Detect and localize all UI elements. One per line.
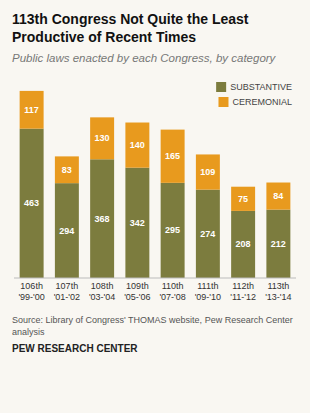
x-tick-label-line: '05-'06 [124,292,150,302]
data-label: 212 [271,239,286,249]
x-tick-label: 111th'09-'10 [195,281,221,302]
x-tick-label: 113th'13-'14 [265,281,291,302]
bar-segment [125,168,149,278]
bars [20,91,291,278]
bar-segment [55,156,79,183]
data-label: 295 [165,225,180,235]
x-tick-label-line: 110th [162,281,184,291]
data-label: 463 [24,198,39,208]
data-label: 294 [59,226,74,236]
source-note: Source: Library of Congress' THOMAS webs… [12,314,298,338]
x-tick-label: 109th'05-'06 [124,281,150,302]
x-tick-label-line: 106th [20,281,43,291]
subtitle: Public laws enacted by each Congress, by… [12,51,298,66]
x-tick-label-line: '09-'10 [195,292,221,302]
bar-segment [231,187,255,211]
x-tick-label-line: 108th [91,281,114,291]
data-label: 208 [236,239,251,249]
x-tick-label: 110th'07-'08 [159,281,185,302]
data-label: 84 [273,191,283,201]
x-tick-label-line: 109th [126,281,149,291]
x-tick-label-line: 113th [267,281,289,291]
bar-segment [20,129,44,278]
legend-swatch [216,82,226,92]
data-label: 368 [95,214,110,224]
bar-segment [231,211,255,278]
data-label: 274 [200,229,215,239]
x-tick-label-line: '01-'02 [54,292,80,302]
x-tick-label-line: 112th [232,281,254,291]
data-label: 109 [200,167,215,177]
x-axis-line [14,278,296,279]
bar-segment [90,117,114,159]
data-label: 140 [130,140,145,150]
bar-segment [196,190,220,278]
bar-segment [125,123,149,168]
legend-label: SUBSTANTIVE [230,82,292,92]
x-tick-label-line: '99-'00 [18,292,44,302]
bar-segment [161,130,185,183]
bar-segment [266,210,290,278]
data-label: 83 [62,165,72,175]
x-tick-label: 108th'03-'04 [89,281,115,302]
legend: SUBSTANTIVE CEREMONIAL [216,82,292,107]
bar-segment [20,91,44,129]
bar-segment [90,159,114,278]
bar-segment [196,154,220,189]
bar-segment [266,183,290,210]
data-label: 165 [165,151,180,161]
x-tick-label-line: '07-'08 [159,292,185,302]
bar-segment [161,183,185,278]
x-tick-label-line: '13-'14 [265,292,291,302]
legend-label: CEREMONIAL [232,97,292,107]
chart: 463 117 294 83 368 130 342 140 295 165 274 109 208 75… [12,72,298,308]
x-tick-label-line: '11-'12 [230,292,256,302]
x-tick-label: 107th'01-'02 [54,281,80,302]
x-tick-label-line: 111th [197,281,218,291]
footer: PEW RESEARCH CENTER [12,343,298,354]
x-tick-label: 106th'99-'00 [18,281,44,302]
data-label: 130 [95,133,110,143]
x-tick-label-line: 107th [56,281,79,291]
data-labels: 463 117 294 83 368 130 342 140 295 165 274 109 208 75… [24,105,286,250]
x-tick-label-line: '03-'04 [89,292,115,302]
bar-segment [55,183,79,278]
x-tick-label: 112th'11-'12 [230,281,256,302]
data-label: 117 [24,105,39,115]
legend-swatch [218,97,228,107]
title: 113th Congress Not Quite the Least Produ… [12,10,298,46]
data-label: 75 [238,194,248,204]
data-label: 342 [130,218,145,228]
